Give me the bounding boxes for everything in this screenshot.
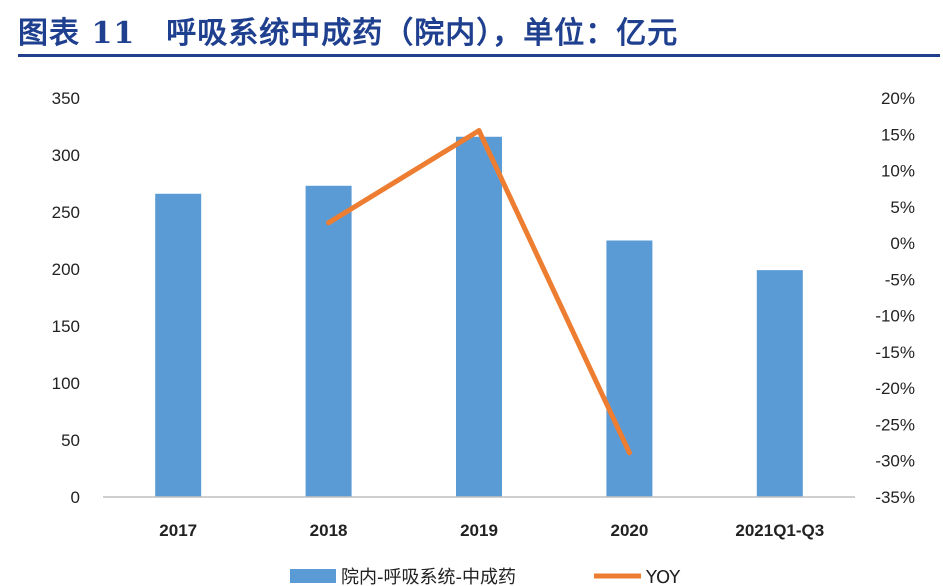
right-axis-tick-label: -10% — [875, 307, 915, 326]
left-axis-tick-label: 300 — [52, 146, 80, 165]
bar-2018 — [305, 185, 352, 497]
yoy-point-2020 — [626, 450, 632, 456]
x-axis-ticks: 2017 2018 2019 2020 2021Q1-Q3 — [159, 521, 824, 540]
right-axis-tick-label: -20% — [875, 379, 915, 398]
figure-title: 图表 11 呼吸系统中成药（院内），单位：亿元 — [18, 16, 679, 51]
right-axis-tick-label: -35% — [875, 488, 915, 507]
x-axis-tick-label: 2020 — [610, 521, 648, 540]
x-axis-tick-label: 2018 — [310, 521, 348, 540]
left-axis-tick-label: 150 — [52, 317, 80, 336]
right-axis-tick-label: -30% — [875, 452, 915, 471]
left-axis-tick-label: 200 — [52, 260, 80, 279]
legend-swatch-bar — [290, 569, 336, 583]
right-axis-ticks: -35% -30% -25% -20% -15% -10% -5% 0% 5% 10% 15% 20% — [875, 89, 915, 507]
legend-label-line: YOY — [645, 567, 681, 586]
right-axis-tick-label: 10% — [881, 162, 915, 181]
left-axis-tick-label: 50 — [61, 431, 80, 450]
left-axis-tick-label: 100 — [52, 374, 80, 393]
left-axis-tick-label: 250 — [52, 203, 80, 222]
left-axis-tick-label: 0 — [71, 488, 80, 507]
yoy-line-series — [326, 128, 632, 456]
left-axis-ticks: 0 50 100 150 200 250 300 350 — [52, 89, 80, 507]
right-axis-tick-label: 15% — [881, 125, 915, 144]
left-axis-tick-label: 350 — [52, 89, 80, 108]
right-axis-tick-label: -5% — [885, 270, 915, 289]
bar-2019 — [456, 136, 502, 497]
title-rule — [18, 54, 940, 57]
legend: 院内-呼吸系统-中成药 YOY — [290, 567, 681, 586]
yoy-point-2019 — [476, 128, 482, 134]
bar-2020 — [606, 240, 653, 497]
right-axis-tick-label: 0% — [890, 234, 915, 253]
right-axis-tick-label: -25% — [875, 415, 915, 434]
bar-series — [155, 136, 803, 497]
x-axis-tick-label: 2017 — [159, 521, 197, 540]
x-axis-tick-label: 2019 — [460, 521, 498, 540]
right-axis-tick-label: 20% — [881, 89, 915, 108]
legend-label-bar: 院内-呼吸系统-中成药 — [341, 567, 516, 586]
bar-2021Q1-Q3 — [756, 270, 803, 497]
right-axis-tick-label: 5% — [890, 198, 915, 217]
right-axis-tick-label: -15% — [875, 343, 915, 362]
x-axis-tick-label: 2021Q1-Q3 — [735, 521, 824, 540]
bar-2017 — [155, 193, 202, 497]
yoy-point-2018 — [326, 220, 332, 226]
